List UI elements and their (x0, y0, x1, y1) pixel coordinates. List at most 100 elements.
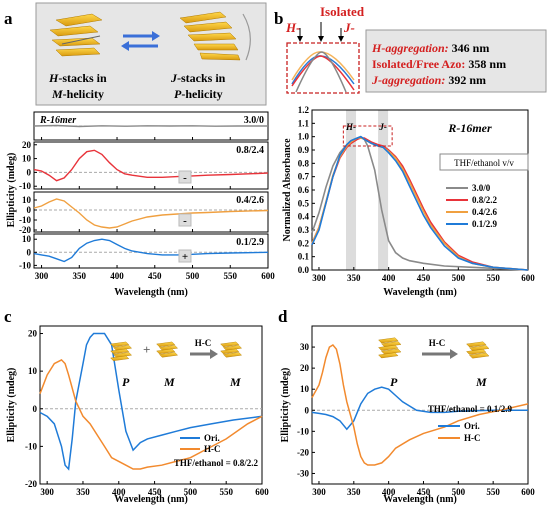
x-tick-label: 300 (312, 273, 326, 283)
x-axis-label: Wavelength (nm) (383, 494, 457, 505)
y-tick-label: 0 (27, 247, 32, 257)
series-Ori. (311, 386, 528, 431)
stack-plate (156, 341, 176, 348)
legend-entry: H-C (464, 433, 481, 443)
legend-entry: 3.0/0 (472, 183, 491, 193)
y-tick-label: 1.0 (298, 132, 310, 142)
subplot-tag: R-16mer (39, 115, 76, 126)
x-tick-label: 350 (347, 273, 361, 283)
annotation: THF/ethanol = 0.1/2.9 (428, 404, 513, 414)
stack-plate (466, 349, 487, 355)
x-tick-label: 450 (417, 273, 431, 283)
scheme-m-result: M (229, 375, 241, 389)
subplot-label: 0.1/2.9 (236, 237, 264, 248)
series-3.0/0 (33, 124, 268, 128)
y-tick-label: 20 (300, 363, 310, 373)
y-tick-label: -30 (297, 468, 309, 478)
x-tick-label: 300 (40, 487, 54, 497)
stack-plate (220, 348, 240, 355)
scheme-plus: + (143, 342, 150, 357)
y-tick-label: 10 (28, 366, 38, 376)
series-H-C (39, 358, 263, 470)
y-tick-label: -10 (19, 260, 31, 270)
y-tick-label: -20 (19, 225, 31, 235)
series-0.4/2.6 (33, 198, 269, 229)
sign-symbol: - (183, 172, 187, 184)
y-tick-label: 0.7 (298, 172, 310, 182)
legend-title-box (439, 153, 529, 171)
j-stacks-line2: P-helicity (174, 87, 223, 101)
y-tick-label: 0.8 (298, 158, 310, 168)
x-tick-label: 500 (184, 487, 198, 497)
y-tick-label: 10 (22, 234, 32, 244)
peak-inset (286, 22, 360, 94)
subplot-3.0/0: 3.0/0 R-16mer (33, 111, 269, 141)
stack-plate (110, 348, 130, 355)
h-stacks-line1: H-stacks in (48, 71, 107, 85)
legend-entry: 0.1/2.9 (472, 219, 498, 229)
panel-label-a: a (4, 9, 13, 28)
aggregation-legend-box (365, 29, 547, 93)
scheme-m: M (163, 375, 175, 389)
stack-plate (466, 341, 487, 348)
plot-frame (39, 325, 263, 485)
stack-plate (469, 345, 490, 351)
y-tick-label: 0.4 (298, 212, 310, 222)
x-tick-label: 600 (521, 487, 535, 497)
y-tick-label: 10 (22, 154, 32, 164)
x-axis-label: Wavelength (nm) (114, 494, 188, 505)
x-tick-label: 450 (148, 487, 162, 497)
x-tick-label: 600 (255, 487, 269, 497)
y-tick-label: 1.1 (298, 118, 310, 128)
subplot-label: 0.8/2.4 (236, 145, 264, 156)
series-3.0/0 (311, 135, 529, 271)
h-stacks-line2: M-helicity (51, 87, 104, 101)
sign-symbol: - (183, 215, 187, 227)
x-tick-label: 500 (186, 271, 200, 281)
y-tick-label: -20 (25, 479, 37, 489)
y-tick-label: 0.5 (298, 198, 310, 208)
x-tick-label: 500 (452, 273, 466, 283)
j-aggregation-text: J-aggregation: 392 nm (371, 73, 486, 87)
series-0.1/2.9 (311, 135, 529, 271)
x-tick-label: 500 (452, 487, 466, 497)
y-tick-label: 0 (27, 205, 32, 215)
x-tick-label: 350 (76, 487, 90, 497)
h-mark: H- (285, 20, 300, 35)
h-aggregation-text: H-aggregation: 346 nm (371, 41, 489, 55)
plot-frame (33, 233, 269, 269)
sign-badge (178, 213, 192, 227)
panel-label-b: b (274, 9, 283, 28)
y-axis-label: Ellipticity (mdeg) (6, 368, 17, 443)
absorption-band (346, 110, 357, 270)
subplot-label: 3.0/0 (244, 115, 264, 126)
x-tick-label: 550 (486, 487, 500, 497)
series-0.1/2.9 (33, 238, 269, 263)
y-tick-label: 20 (28, 329, 38, 339)
series-Ori. (39, 332, 263, 471)
stack-plate (158, 345, 179, 351)
y-axis-label: Ellipticity (mdeg) (280, 368, 291, 443)
y-tick-label: 1.2 (298, 105, 310, 115)
x-tick-label: 550 (486, 273, 500, 283)
x-axis-label: Wavelength (nm) (114, 287, 188, 298)
chart-title: R-16mer (447, 121, 492, 135)
stack-plate (378, 337, 399, 344)
stack-plate (469, 352, 490, 359)
legend-entry: 0.4/2.6 (472, 207, 498, 217)
plot-frame (33, 191, 269, 233)
stack-plate (110, 355, 130, 362)
y-tick-label: 20 (22, 140, 32, 150)
y-tick-label: -10 (19, 215, 31, 225)
sign-badge (178, 249, 192, 263)
annotation: THF/ethanol = 0.8/2.2 (174, 458, 259, 468)
stack-plate (156, 348, 176, 355)
absorption-band (378, 110, 389, 270)
plot-frame (311, 109, 529, 271)
scheme-arrowhead (450, 349, 458, 359)
x-tick-label: 300 (35, 271, 49, 281)
stack-plate (220, 341, 240, 348)
